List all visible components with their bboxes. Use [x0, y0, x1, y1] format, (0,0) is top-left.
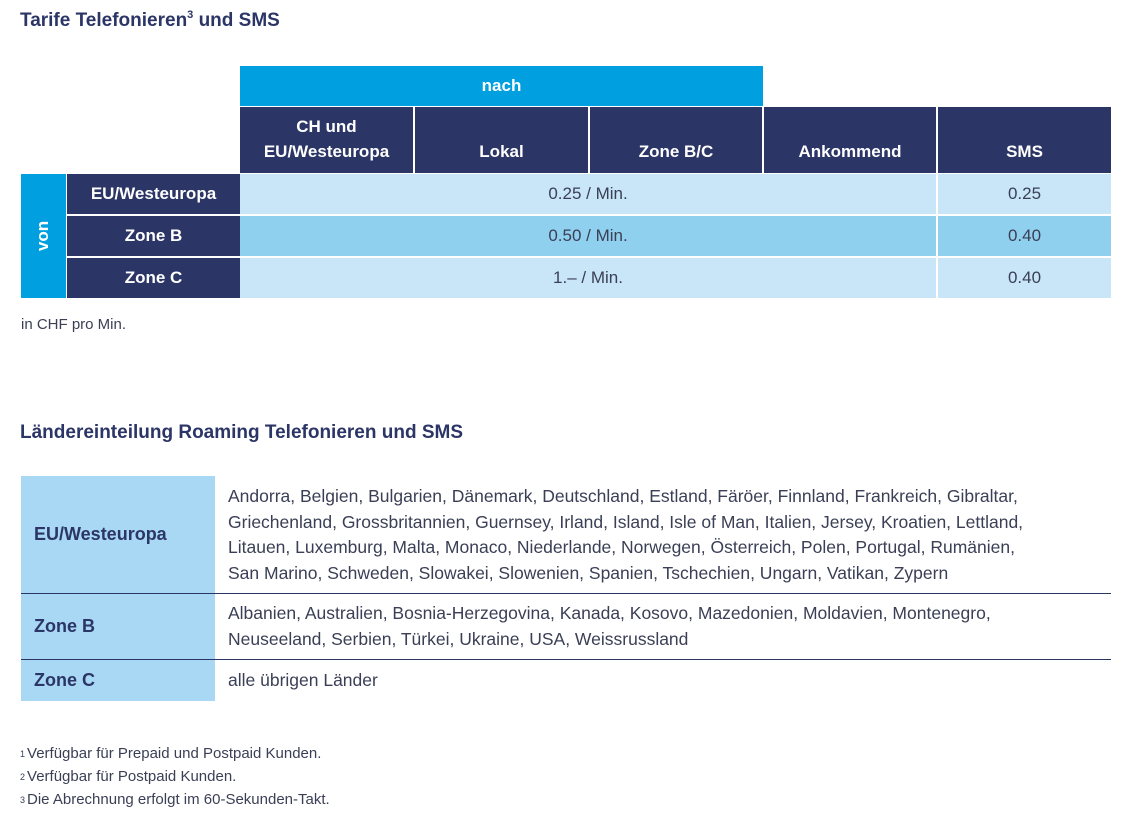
zone-countries-eu: Andorra, Belgien, Bulgarien, Dänemark, D… [216, 484, 1111, 586]
sms-cell: 0.40 [938, 258, 1111, 298]
country-line: Albanien, Australien, Bosnia-Herzegovina… [228, 603, 991, 623]
nach-header: nach [240, 66, 763, 106]
price-cell: 0.25 / Min. [240, 174, 936, 214]
zone-label-zone-b: Zone B [21, 594, 215, 659]
row-label-eu-westeuropa: EU/Westeuropa [67, 174, 240, 214]
zone-countries-b: Albanien, Australien, Bosnia-Herzegovina… [216, 601, 1111, 652]
divider [21, 593, 1111, 594]
currency-note: in CHF pro Min. [21, 316, 127, 333]
footnote-3: 3 Die Abrechnung erfolgt im 60-Sekunden-T… [20, 791, 330, 808]
sms-cell: 0.25 [938, 174, 1111, 214]
divider [21, 659, 1111, 660]
col-header-ankommend: Ankommend [764, 107, 936, 173]
row-label-zone-b: Zone B [67, 216, 240, 256]
footnote-2: 2 Verfügbar für Postpaid Kunden. [20, 768, 237, 785]
row-label-zone-c: Zone C [67, 258, 240, 298]
col-header-lokal: Lokal [415, 107, 588, 173]
country-line: Andorra, Belgien, Bulgarien, Dänemark, D… [228, 486, 1018, 506]
footnote-1: 1 Verfügbar für Prepaid und Postpaid Kund… [20, 745, 322, 762]
zone-label-zone-c: Zone C [21, 660, 215, 701]
country-line: alle übrigen Länder [228, 670, 378, 690]
tariff-title: Tarife Telefonieren3 und SMS [20, 9, 280, 31]
zone-countries-c: alle übrigen Länder [216, 668, 1111, 694]
country-line: Litauen, Luxemburg, Malta, Monaco, Niede… [228, 537, 1015, 558]
col-header-sms: SMS [938, 107, 1111, 173]
zone-label-eu-westeuropa: EU/Westeuropa [21, 476, 215, 593]
footnote-ref: 3 [187, 9, 194, 21]
countries-title: Ländereinteilung Roaming Telefonieren un… [20, 422, 464, 443]
col-header-zone-bc: Zone B/C [590, 107, 762, 173]
col-header-label: CH und EU/Westeuropa [263, 117, 390, 161]
country-line: San Marino, Schweden, Slowakei, Slowenie… [228, 562, 949, 583]
country-line: Neuseeland, Serbien, Türkei, Ukraine, US… [228, 628, 689, 649]
price-cell: 1.– / Min. [240, 258, 936, 298]
footnotes: 1 Verfügbar für Prepaid und Postpaid Kund… [20, 742, 330, 811]
sms-cell: 0.40 [938, 216, 1111, 256]
col-header-ch-eu: CH und EU/Westeuropa [240, 107, 413, 173]
price-cell: 0.50 / Min. [240, 216, 936, 256]
country-line: Griechenland, Grossbritannien, Guernsey,… [228, 511, 1024, 532]
von-label: von [21, 174, 66, 298]
